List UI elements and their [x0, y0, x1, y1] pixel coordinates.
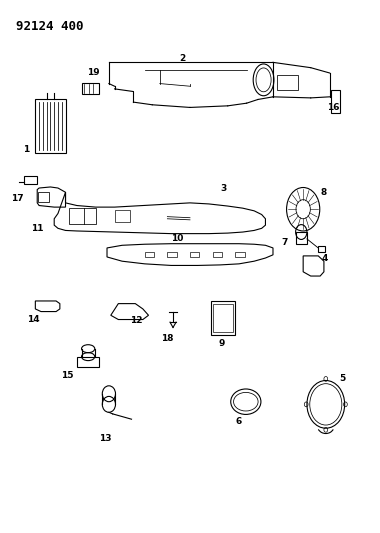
Text: 7: 7: [281, 238, 288, 247]
Text: 4: 4: [322, 254, 328, 263]
Text: 9: 9: [219, 339, 225, 348]
Text: 8: 8: [321, 188, 327, 197]
Text: 2: 2: [179, 54, 185, 62]
Text: 12: 12: [130, 316, 142, 325]
Text: 16: 16: [327, 103, 340, 112]
Text: 18: 18: [161, 334, 174, 343]
Text: 17: 17: [11, 194, 24, 203]
Text: 13: 13: [99, 434, 111, 443]
Text: 6: 6: [236, 417, 242, 426]
Text: 5: 5: [340, 374, 346, 383]
Text: 1: 1: [23, 146, 29, 155]
Text: 92124 400: 92124 400: [16, 20, 84, 33]
Text: 19: 19: [87, 68, 100, 77]
Text: 15: 15: [61, 370, 74, 379]
Text: 11: 11: [31, 224, 43, 233]
Text: 3: 3: [221, 183, 227, 192]
Text: 10: 10: [171, 234, 183, 243]
Text: 14: 14: [27, 315, 40, 324]
